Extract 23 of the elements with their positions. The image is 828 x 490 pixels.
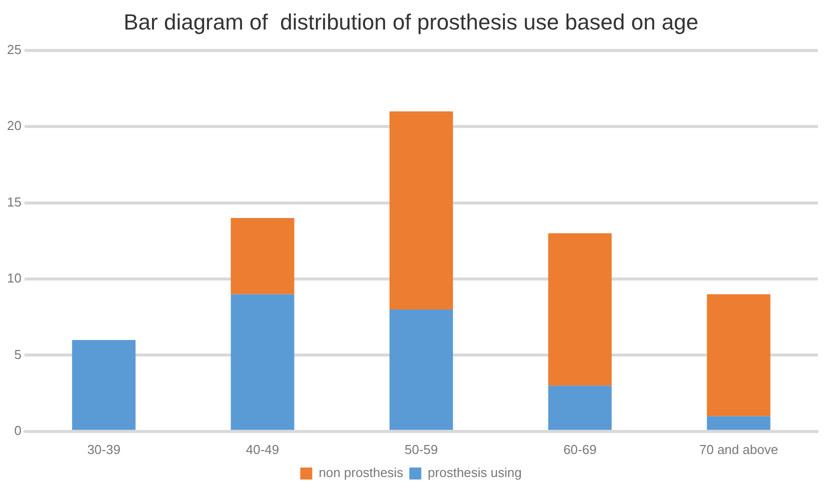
legend-label: non prosthesis <box>318 465 404 480</box>
chart-title: Bar diagram of distribution of prosthesis use based on age <box>124 9 698 34</box>
x-tick-label: 70 and above <box>699 442 778 457</box>
x-tick-label: 30-39 <box>87 442 120 457</box>
legend-label: prosthesis using <box>428 465 522 480</box>
y-tick-label: 15 <box>6 194 22 210</box>
bar <box>548 233 612 386</box>
bar <box>230 294 294 430</box>
bar <box>389 111 453 310</box>
y-tick-label: 5 <box>14 346 22 362</box>
x-tick-label: 60-69 <box>563 442 597 457</box>
y-tick-label: 25 <box>6 42 22 57</box>
y-tick-label: 0 <box>14 422 22 438</box>
y-tick-label: 10 <box>6 270 22 286</box>
bar <box>548 386 612 430</box>
x-tick-label: 40-49 <box>246 442 280 457</box>
y-tick-label: 20 <box>6 118 22 134</box>
bar <box>706 416 770 430</box>
bar <box>706 294 770 416</box>
bar <box>230 218 294 294</box>
bar <box>72 340 136 430</box>
bar <box>389 309 453 430</box>
x-tick-label: 50-59 <box>404 442 438 457</box>
